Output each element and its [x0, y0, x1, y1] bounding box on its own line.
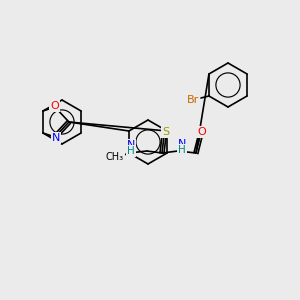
Text: CH₃: CH₃: [106, 152, 124, 162]
Text: Br: Br: [187, 95, 199, 105]
Text: N: N: [127, 140, 135, 150]
Text: H: H: [178, 145, 186, 155]
Text: O: O: [198, 127, 206, 137]
Text: S: S: [162, 127, 169, 137]
Text: N: N: [178, 139, 186, 149]
Text: H: H: [127, 146, 135, 156]
Text: O: O: [51, 101, 59, 111]
Text: N: N: [52, 133, 60, 143]
